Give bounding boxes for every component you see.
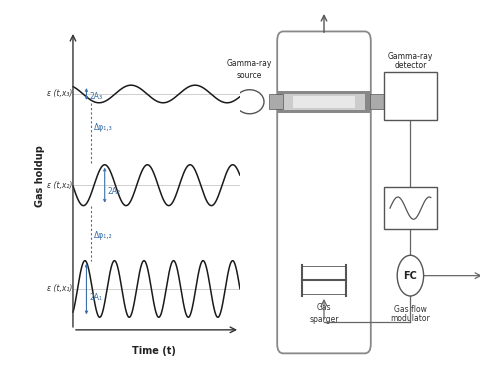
- Text: Δφ₁,₂: Δφ₁,₂: [94, 231, 113, 240]
- Text: 2A₁: 2A₁: [89, 293, 102, 302]
- Bar: [278, 91, 370, 113]
- Bar: [384, 72, 437, 120]
- Ellipse shape: [235, 90, 264, 114]
- Text: 2A₃: 2A₃: [89, 92, 102, 101]
- FancyBboxPatch shape: [277, 31, 371, 353]
- Bar: [283, 94, 365, 110]
- Text: source: source: [237, 71, 262, 80]
- Text: FC: FC: [404, 270, 417, 281]
- Bar: [370, 94, 384, 109]
- Text: modulator: modulator: [391, 314, 430, 323]
- Text: ε (t,x₃): ε (t,x₃): [47, 90, 72, 98]
- Text: Gamma-ray: Gamma-ray: [388, 52, 433, 61]
- Text: ε (t,x₁): ε (t,x₁): [47, 285, 72, 293]
- Text: Gas holdup: Gas holdup: [36, 145, 45, 207]
- Text: Gas flow: Gas flow: [394, 305, 427, 314]
- Text: Δφ₁,₃: Δφ₁,₃: [94, 123, 113, 132]
- Circle shape: [397, 255, 423, 296]
- Text: Gas: Gas: [317, 303, 331, 312]
- Bar: [293, 96, 355, 108]
- Bar: [269, 94, 283, 109]
- Text: 2A₂: 2A₂: [108, 187, 120, 196]
- Text: Gamma-ray: Gamma-ray: [227, 60, 272, 68]
- Text: Time (t): Time (t): [132, 346, 176, 356]
- Bar: [384, 187, 437, 229]
- Text: ε (t,x₂): ε (t,x₂): [47, 181, 72, 190]
- Text: detector: detector: [394, 61, 427, 70]
- Text: sparger: sparger: [309, 314, 339, 323]
